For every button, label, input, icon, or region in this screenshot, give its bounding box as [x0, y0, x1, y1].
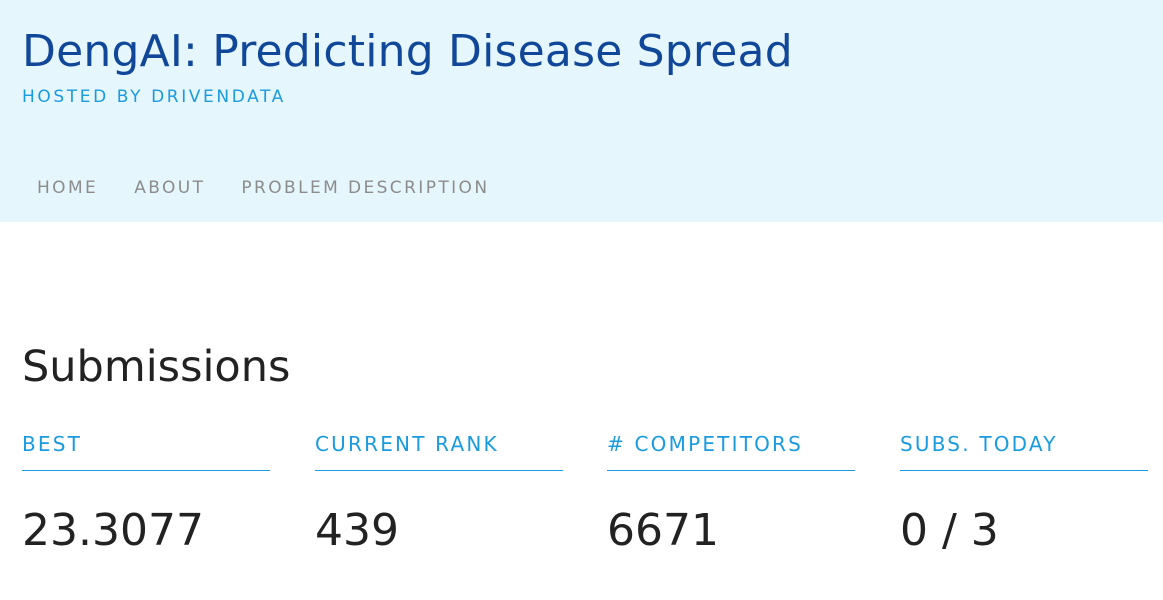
hosted-by-label[interactable]: HOSTED BY DRIVENDATA: [22, 87, 286, 107]
stat-value: 0 / 3: [900, 505, 999, 556]
stat-label: CURRENT RANK: [315, 430, 563, 471]
stat-competitors: # COMPETITORS 6671: [607, 430, 855, 556]
stat-value: 439: [315, 505, 399, 556]
stat-subs-today: SUBS. TODAY 0 / 3: [900, 430, 1148, 556]
stat-label: BEST: [22, 430, 270, 471]
stat-label: SUBS. TODAY: [900, 430, 1148, 471]
competition-title[interactable]: DengAI: Predicting Disease Spread: [22, 26, 793, 77]
stat-value: 23.3077: [22, 505, 204, 556]
submissions-heading: Submissions: [22, 342, 291, 392]
competition-header: DengAI: Predicting Disease Spread HOSTED…: [0, 0, 1163, 222]
nav-item-problem-description[interactable]: PROBLEM DESCRIPTION: [241, 178, 490, 198]
competition-nav: HOME ABOUT PROBLEM DESCRIPTION: [37, 178, 525, 198]
stat-best: BEST 23.3077: [22, 430, 270, 556]
nav-item-home[interactable]: HOME: [37, 178, 99, 198]
stat-label: # COMPETITORS: [607, 430, 855, 471]
nav-item-about[interactable]: ABOUT: [134, 178, 206, 198]
stat-value: 6671: [607, 505, 719, 556]
stat-current-rank: CURRENT RANK 439: [315, 430, 563, 556]
